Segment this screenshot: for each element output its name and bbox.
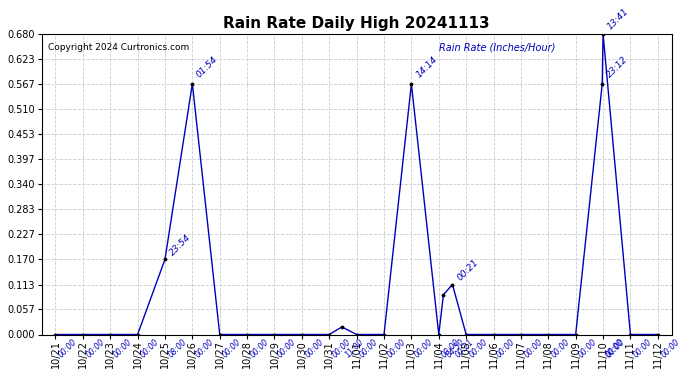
Text: 00:00: 00:00 bbox=[194, 338, 216, 360]
Text: Rain Rate (Inches/Hour): Rain Rate (Inches/Hour) bbox=[439, 43, 555, 53]
Text: 00:00: 00:00 bbox=[440, 338, 462, 360]
Text: 00:00: 00:00 bbox=[84, 338, 106, 360]
Text: 08:00: 08:00 bbox=[166, 338, 188, 360]
Text: 00:00: 00:00 bbox=[468, 338, 489, 360]
Text: 00:00: 00:00 bbox=[331, 338, 353, 360]
Text: 00:00: 00:00 bbox=[659, 338, 681, 360]
Text: 23:54: 23:54 bbox=[168, 232, 193, 257]
Text: 01:54: 01:54 bbox=[195, 55, 220, 80]
Text: 00:00: 00:00 bbox=[577, 338, 599, 360]
Text: 00:00: 00:00 bbox=[632, 338, 654, 360]
Text: 00:00: 00:00 bbox=[112, 338, 134, 360]
Text: 00:00: 00:00 bbox=[276, 338, 298, 360]
Text: 00:21: 00:21 bbox=[455, 258, 480, 282]
Text: 00:00: 00:00 bbox=[495, 338, 517, 360]
Text: 00:00: 00:00 bbox=[358, 338, 380, 360]
Text: Copyright 2024 Curtronics.com: Copyright 2024 Curtronics.com bbox=[48, 43, 189, 52]
Text: 00:21: 00:21 bbox=[454, 338, 476, 360]
Text: 00:00: 00:00 bbox=[550, 338, 572, 360]
Text: 00:00: 00:00 bbox=[221, 338, 243, 360]
Text: 04:50: 04:50 bbox=[445, 338, 467, 360]
Text: 00:00: 00:00 bbox=[303, 338, 325, 360]
Text: 00:00: 00:00 bbox=[248, 338, 270, 360]
Text: 13:41: 13:41 bbox=[606, 7, 631, 32]
Text: 00:00: 00:00 bbox=[522, 338, 544, 360]
Title: Rain Rate Daily High 20241113: Rain Rate Daily High 20241113 bbox=[224, 16, 490, 31]
Text: 00:00: 00:00 bbox=[57, 338, 79, 360]
Text: 14:14: 14:14 bbox=[414, 55, 439, 80]
Text: 00:00: 00:00 bbox=[604, 338, 627, 360]
Text: 11:00: 11:00 bbox=[343, 338, 365, 360]
Text: 00:00: 00:00 bbox=[604, 338, 626, 360]
Text: 23:12: 23:12 bbox=[605, 55, 630, 80]
Text: 00:00: 00:00 bbox=[139, 338, 161, 360]
Text: 00:00: 00:00 bbox=[386, 338, 407, 360]
Text: 00:00: 00:00 bbox=[413, 338, 435, 360]
